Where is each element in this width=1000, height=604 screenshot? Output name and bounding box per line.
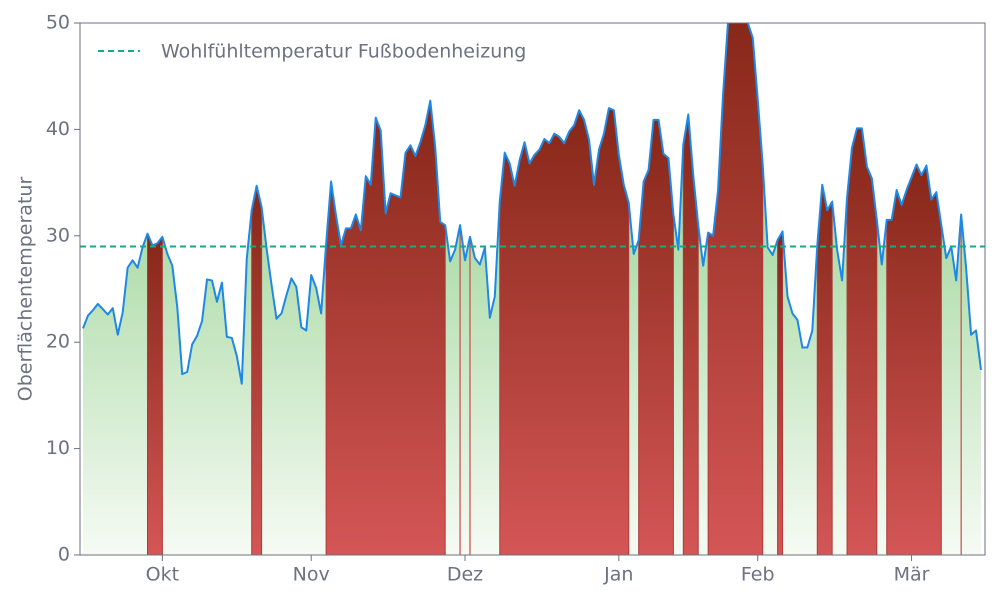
x-tick-label: Mär <box>894 564 930 586</box>
above-threshold-fill <box>816 184 833 555</box>
y-tick-label: 30 <box>46 224 70 246</box>
y-tick-label: 20 <box>46 331 70 353</box>
above-threshold-fill <box>707 23 764 555</box>
above-threshold-fill <box>682 114 699 555</box>
plot-area <box>80 23 985 555</box>
above-threshold-fill <box>251 185 263 555</box>
x-tick-label: Nov <box>293 564 330 586</box>
x-tick-label: Okt <box>146 564 179 586</box>
y-tick-label: 10 <box>46 437 70 459</box>
x-tick-label: Feb <box>741 564 775 586</box>
y-axis-label: Oberflächentemperatur <box>15 177 37 402</box>
above-threshold-fill <box>777 229 784 555</box>
above-threshold-fill <box>499 107 630 555</box>
y-tick-label: 40 <box>46 118 70 140</box>
above-threshold-fill <box>325 100 446 555</box>
legend-label: Wohlfühltemperatur Fußbodenheizung <box>161 41 526 63</box>
above-threshold-fill <box>846 127 878 555</box>
x-tick-label: Jan <box>603 564 633 586</box>
y-tick-label: 50 <box>46 12 70 34</box>
line <box>82 23 982 385</box>
axes-frame <box>79 22 986 556</box>
legend: Wohlfühltemperatur Fußbodenheizung <box>98 41 526 63</box>
above-threshold-fill <box>886 163 942 555</box>
above-threshold-fill <box>146 233 163 555</box>
x-tick-label: Dez <box>447 564 483 586</box>
y-tick-label: 0 <box>58 544 70 566</box>
